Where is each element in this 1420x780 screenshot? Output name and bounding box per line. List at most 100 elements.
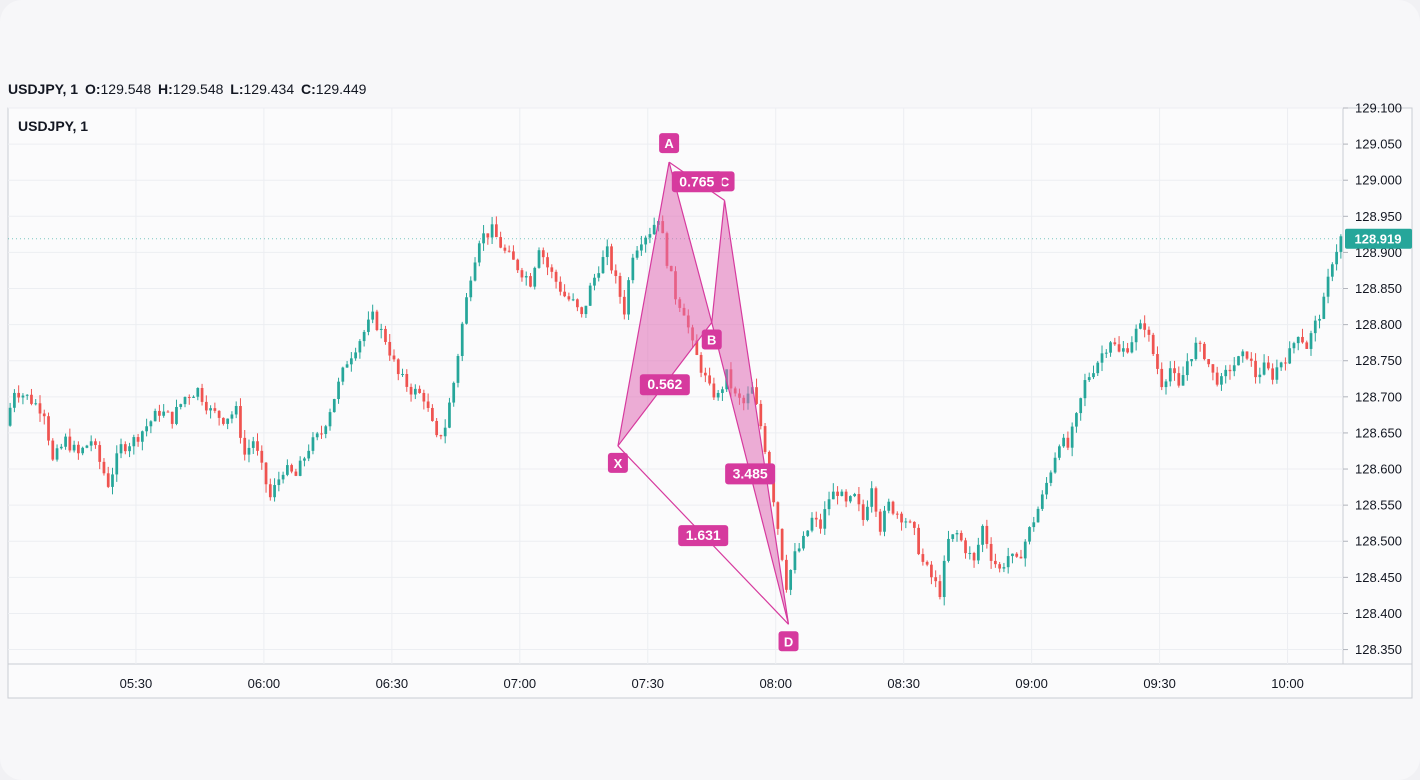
candle-body [1092, 373, 1095, 378]
candle-body [951, 534, 955, 539]
ratio-label[interactable]: 0.765 [679, 173, 714, 189]
candle-body [243, 437, 247, 455]
candle-body [806, 530, 810, 536]
pattern-point-c-label[interactable]: C [720, 174, 730, 189]
last-price-value: 128.919 [1355, 232, 1402, 247]
candle-body [1271, 368, 1274, 380]
pattern-point-a-marker[interactable] [659, 133, 680, 154]
candle-body [448, 402, 451, 428]
pattern-point-x-label[interactable]: X [614, 456, 623, 471]
ratio-badge[interactable] [725, 463, 776, 485]
candle-body [972, 552, 976, 561]
candle-body [550, 267, 554, 272]
candle-body [315, 433, 319, 438]
candle-body [268, 484, 272, 498]
candle-body [797, 548, 801, 552]
ratio-badge[interactable] [639, 374, 690, 396]
y-tick-label: 128.700 [1355, 389, 1402, 404]
candle-body [938, 581, 942, 598]
candle-body [631, 257, 635, 281]
ratio-badge[interactable] [671, 171, 722, 193]
candle-body [354, 352, 357, 359]
ratio-label[interactable]: 0.562 [647, 376, 682, 392]
candle-body [883, 510, 886, 532]
candle-body [34, 403, 38, 405]
candle-body [861, 504, 865, 520]
candle-body [81, 447, 85, 454]
candle-body [827, 499, 831, 510]
candle-body [887, 501, 891, 511]
candle-body [1305, 342, 1309, 349]
candle-body [115, 453, 119, 475]
candle-body [477, 243, 481, 263]
price-axis-area[interactable] [1342, 107, 1413, 665]
x-tick-label: 08:00 [759, 676, 792, 691]
close-value: 129.449 [315, 81, 367, 97]
pattern-point-x-marker[interactable] [607, 452, 628, 473]
candle-body [328, 412, 332, 427]
candle-body [1126, 348, 1129, 353]
candle-body [452, 382, 456, 403]
candle-body [763, 426, 767, 452]
candle-body [196, 387, 200, 397]
pattern-point-b-marker[interactable] [701, 329, 722, 350]
candle-body [563, 291, 566, 297]
last-price-badge-bg [1345, 228, 1412, 249]
candle-body [908, 521, 912, 523]
candle-body [648, 234, 652, 238]
candle-body [618, 276, 622, 297]
candle-body [1096, 362, 1100, 374]
candle-body [1002, 567, 1006, 569]
candle-body [1040, 494, 1044, 509]
last-price-badge: 128.919 [1345, 228, 1412, 249]
candle-body [1228, 369, 1232, 372]
candle-body [494, 224, 498, 238]
candle-body [230, 414, 234, 419]
candle-body [1062, 437, 1065, 447]
candle-body [994, 560, 997, 565]
pattern-point-a-label[interactable]: A [664, 136, 674, 151]
ratio-label[interactable]: 3.485 [733, 465, 768, 481]
candle-body [42, 413, 46, 417]
time-axis-area[interactable] [7, 663, 1413, 699]
candle-body [917, 527, 920, 555]
candle-body [85, 445, 89, 448]
pattern-point-d-label[interactable]: D [784, 634, 793, 649]
candle-body [1075, 413, 1078, 427]
ratio-badge[interactable] [678, 525, 729, 547]
candle-body [102, 461, 106, 474]
x-tick-label: 10:00 [1271, 676, 1304, 691]
x-tick-label: 06:30 [376, 676, 409, 691]
pattern-point-b-label[interactable]: B [707, 332, 716, 347]
candle-body [38, 403, 42, 414]
candle-body [149, 421, 153, 427]
candle-body [930, 564, 933, 578]
candle-body [294, 471, 298, 476]
xabcd-pattern[interactable]: X A B C D 0.765 0.562 3.485 1.631 [607, 133, 799, 652]
candle-body [524, 276, 528, 278]
candle-body [1177, 373, 1181, 386]
pattern-point-d-marker[interactable] [778, 631, 799, 652]
candle-body [1279, 362, 1283, 368]
candle-body [264, 462, 268, 485]
candle-body [1301, 336, 1304, 343]
candle-body [866, 506, 869, 520]
candle-body [627, 280, 630, 315]
candle-body [622, 296, 626, 315]
candle-body [123, 444, 127, 452]
candle-body [1028, 527, 1031, 542]
candle-body [77, 444, 80, 454]
candle-body [256, 441, 259, 451]
candle-body [576, 299, 579, 308]
candle-body [1156, 354, 1159, 369]
candle-body [341, 367, 345, 382]
candle-body [234, 405, 238, 415]
candle-body [541, 250, 545, 258]
candle-body [1160, 368, 1164, 388]
candle-body [610, 246, 613, 271]
ratio-label[interactable]: 1.631 [686, 527, 721, 543]
candle-body [819, 519, 822, 529]
candle-body [401, 373, 404, 375]
candle-body [239, 405, 242, 438]
